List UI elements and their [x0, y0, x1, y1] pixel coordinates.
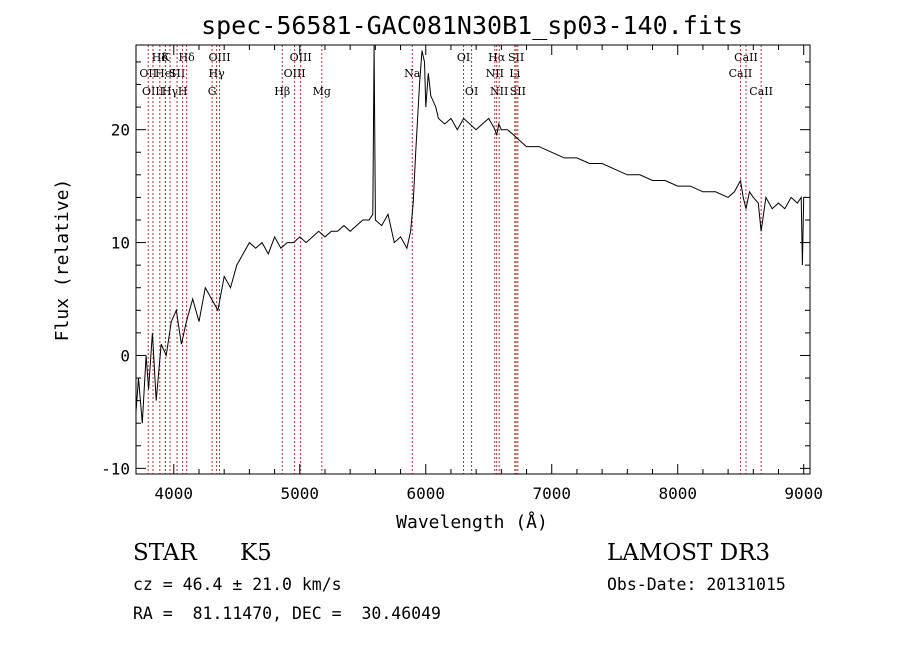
x-tick-label-1: 5000 [281, 484, 320, 503]
marker-label-2: Hδ [152, 51, 169, 64]
marker-label-16: Na [404, 67, 421, 80]
object-subclass: K5 [240, 540, 272, 566]
observation-date: Obs-Date: 20131015 [607, 575, 786, 594]
marker-label-11: OIII [208, 51, 230, 64]
marker-label-17: OI [457, 51, 470, 64]
x-tick-label-2: 6000 [406, 484, 445, 503]
marker-label-18: OI [465, 85, 478, 98]
y-tick-label-3: 20 [111, 121, 130, 140]
marker-label-27: CaII [749, 85, 773, 98]
marker-label-19: NII [486, 67, 504, 80]
marker-label-1: OIII [142, 85, 164, 98]
y-axis-label: Flux (relative) [52, 179, 73, 342]
x-tick-label-4: 8000 [658, 484, 697, 503]
marker-label-7: H [178, 85, 188, 98]
marker-label-14: OIII [290, 51, 312, 64]
axis-ticks: 4000 5000 6000 7000 8000 9000 -10 0 10 20 [101, 45, 823, 503]
marker-label-15: Mg [313, 85, 331, 98]
marker-label-23: SII [508, 51, 524, 64]
marker-label-12: Hβ [274, 85, 290, 98]
marker-label-6: SII [169, 67, 185, 80]
survey-name: LAMOST DR3 [607, 540, 771, 566]
marker-label-5: Hγ [162, 85, 179, 98]
marker-label-3: K [161, 51, 170, 64]
marker-label-13: OIII [284, 67, 306, 80]
x-tick-label-3: 7000 [532, 484, 571, 503]
object-class: STAR [133, 540, 197, 566]
marker-label-10: Hγ [209, 67, 226, 80]
marker-label-9: G [208, 85, 217, 98]
plot-frame [135, 44, 811, 475]
marker-label-26: CaII [734, 51, 758, 64]
coordinates: RA = 81.11470, DEC = 30.46049 [133, 604, 441, 623]
redshift-velocity: cz = 46.4 ± 21.0 km/s [133, 575, 342, 594]
marker-label-24: SII [510, 85, 526, 98]
marker-label-22: Li [509, 67, 520, 80]
marker-label-20: Hα [488, 51, 506, 64]
y-tick-label-2: 10 [111, 234, 130, 253]
x-axis-label: Wavelength (Å) [396, 511, 548, 533]
chart-title: spec-56581-GAC081N30B1_sp03-140.fits [201, 11, 743, 40]
marker-label-8: Hδ [179, 51, 196, 64]
x-tick-label-0: 4000 [155, 484, 194, 503]
spectrum-series-line [135, 44, 807, 424]
marker-label-21: NII [490, 85, 508, 98]
x-tick-label-5: 9000 [784, 484, 823, 503]
y-tick-label-0: -10 [101, 459, 130, 478]
marker-label-25: CaII [729, 67, 753, 80]
spectral-line-markers: OIIOIIIHδKHeIHγSIIHHδGHγOIIIHβOIIIOIIIMg… [139, 45, 773, 474]
y-tick-label-1: 0 [120, 346, 130, 365]
